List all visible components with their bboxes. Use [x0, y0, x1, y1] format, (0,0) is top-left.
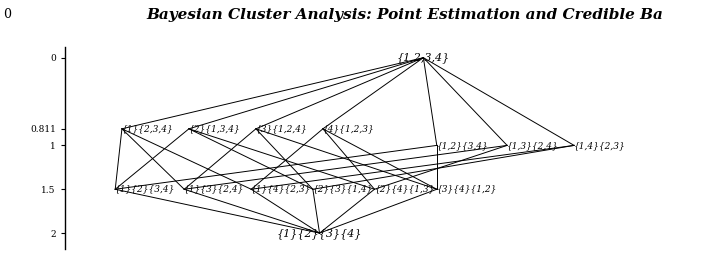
- Text: {1}{3}{2,4}: {1}{3}{2,4}: [184, 185, 245, 194]
- Text: {1}{2}{3}{4}: {1}{2}{3}{4}: [277, 228, 362, 238]
- Text: {1,2}{3,4}: {1,2}{3,4}: [437, 141, 489, 150]
- Text: {3}{4}{1,2}: {3}{4}{1,2}: [437, 185, 497, 194]
- Text: {2}{1,3,4}: {2}{1,3,4}: [189, 124, 240, 133]
- Text: 0: 0: [4, 8, 12, 21]
- Text: {1}{4}{2,3}: {1}{4}{2,3}: [251, 185, 312, 194]
- Text: {1}{2}{3,4}: {1}{2}{3,4}: [116, 185, 175, 194]
- Text: {1}{2,3,4}: {1}{2,3,4}: [122, 124, 174, 133]
- Text: {2}{4}{1,3}: {2}{4}{1,3}: [375, 185, 435, 194]
- Text: {3}{1,2,4}: {3}{1,2,4}: [256, 124, 308, 133]
- Text: Bayesian Cluster Analysis: Point Estimation and Credible Ba: Bayesian Cluster Analysis: Point Estimat…: [146, 8, 663, 22]
- Text: {1,4}{2,3}: {1,4}{2,3}: [574, 141, 626, 150]
- Text: {1,3}{2,4}: {1,3}{2,4}: [507, 141, 559, 150]
- Text: {2}{3}{1,4}: {2}{3}{1,4}: [313, 185, 373, 194]
- Text: {1,2,3,4}: {1,2,3,4}: [397, 52, 450, 63]
- Text: {4}{1,2,3}: {4}{1,2,3}: [323, 124, 375, 133]
